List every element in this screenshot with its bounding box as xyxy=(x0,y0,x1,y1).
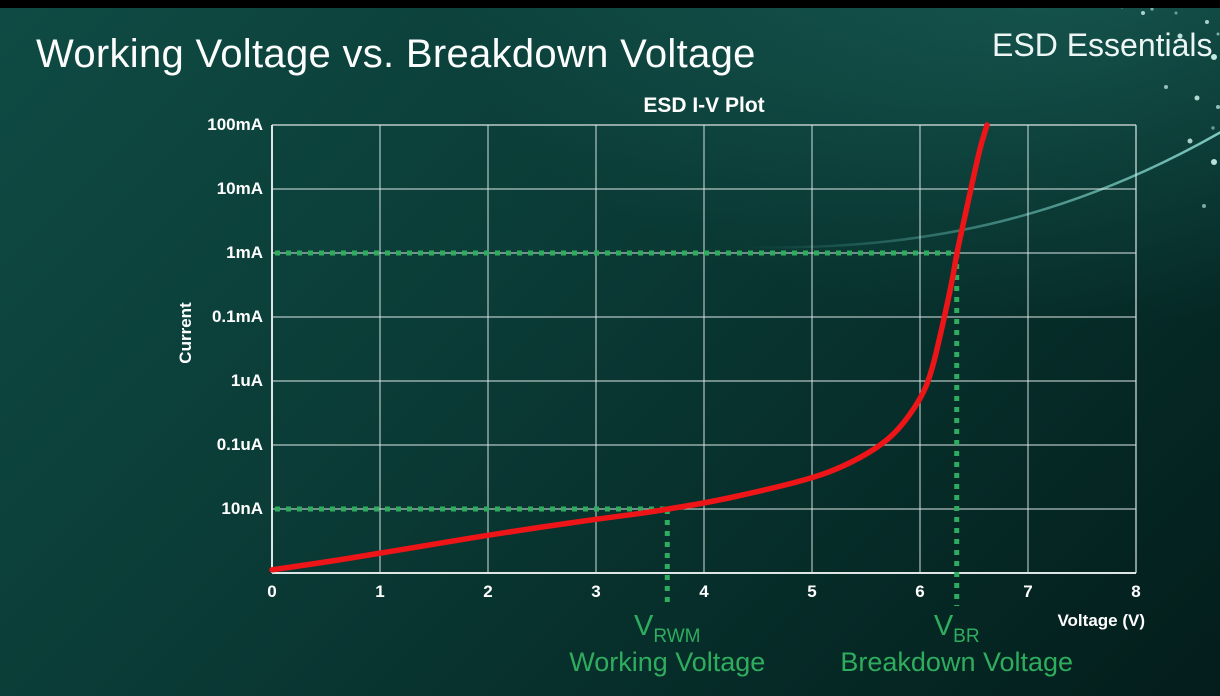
brand-text: ESD Essentials xyxy=(992,27,1213,63)
y-tick-label: 0.1uA xyxy=(216,435,263,454)
marker-symbol-letter: V xyxy=(933,610,954,642)
x-tick-label: 3 xyxy=(591,582,601,601)
working-voltage-caption: Working Voltage xyxy=(569,646,766,677)
x-tick-label: 6 xyxy=(915,582,925,601)
marker-symbol-letter: V xyxy=(634,610,654,642)
x-tick-label: 4 xyxy=(699,582,709,601)
working-voltage-annotation: VRWM Working Voltage xyxy=(569,612,765,676)
breakdown-voltage-caption: Breakdown Voltage xyxy=(840,646,1074,677)
marker-symbol-subscript: RWM xyxy=(653,625,701,647)
marker-symbol-subscript: BR xyxy=(953,625,980,647)
slide-title: Working Voltage vs. Breakdown Voltage xyxy=(36,32,756,76)
vbr-symbol: VBR xyxy=(840,612,1073,646)
x-tick-label: 5 xyxy=(807,582,817,601)
y-tick-label: 10mA xyxy=(216,179,263,198)
y-axis-label: Current xyxy=(176,302,195,364)
decor-star-particles xyxy=(1120,5,1220,208)
x-tick-label: 8 xyxy=(1131,582,1141,601)
top-letterbox-bar xyxy=(0,0,1220,8)
x-tick-label: 0 xyxy=(267,582,277,601)
decor-light-streak xyxy=(741,131,1220,249)
x-axis-label: Voltage (V) xyxy=(1057,611,1145,630)
y-tick-label: 0.1mA xyxy=(211,307,263,326)
plot-grid xyxy=(271,124,1137,574)
x-tick-label: 1 xyxy=(375,582,385,601)
vrwm-symbol: VRWM xyxy=(569,612,765,646)
breakdown-voltage-annotation: VBR Breakdown Voltage xyxy=(840,612,1073,676)
x-tick-label: 2 xyxy=(483,582,493,601)
y-tick-label: 10nA xyxy=(221,499,263,518)
y-tick-label: 1uA xyxy=(230,371,263,390)
y-tick-label: 100mA xyxy=(207,115,263,134)
y-tick-label: 1mA xyxy=(226,243,263,262)
chart-title: ESD I-V Plot xyxy=(643,94,765,117)
iv-curve xyxy=(269,122,990,573)
x-tick-label: 7 xyxy=(1023,582,1033,601)
